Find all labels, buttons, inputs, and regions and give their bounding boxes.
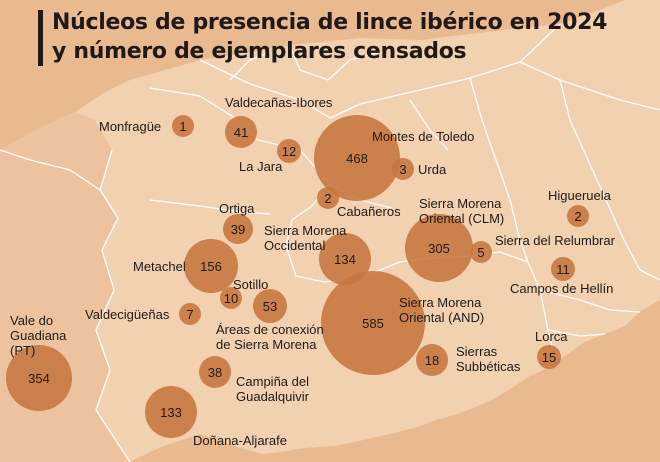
label-valdeciguenas: Valdecigüeñas: [85, 307, 170, 322]
circle-subbeticas: [416, 344, 448, 376]
count-cabaneros: 2: [324, 191, 331, 206]
title-line-1: Núcleos de presencia de lince ibérico en…: [52, 10, 608, 35]
circle-metachel: [184, 239, 238, 293]
circle-valdecanas: [225, 116, 257, 148]
label-campina-2: Guadalquivir: [236, 389, 310, 404]
label-subbeticas-2: Subbéticas: [456, 359, 521, 374]
count-sm-oriental-clm: 305: [428, 241, 450, 256]
count-la-jara: 12: [282, 144, 296, 159]
label-montes-toledo: Montes de Toledo: [372, 129, 474, 144]
label-ortiga: Ortiga: [219, 201, 255, 216]
count-sm-oriental-and: 585: [362, 316, 384, 331]
label-valdecanas: Valdecañas-Ibores: [225, 95, 333, 110]
circle-urda: [392, 158, 414, 180]
nuclei-labels: Monfragüe Valdecañas-Ibores La Jara Mont…: [10, 95, 616, 448]
label-vale-guadiana-2: Guadiana: [10, 328, 67, 343]
count-sm-occidental: 134: [334, 252, 356, 267]
circle-sm-oriental-and: [321, 271, 425, 375]
count-campos-hellin: 11: [556, 262, 570, 277]
label-la-jara: La Jara: [239, 159, 283, 174]
count-subbeticas: 18: [425, 353, 439, 368]
mediterranean-sea: [250, 300, 660, 462]
title-accent-bar: [38, 10, 43, 66]
count-monfrague: 1: [179, 119, 186, 134]
label-vale-guadiana-1: Vale do: [10, 313, 53, 328]
count-ortiga: 39: [231, 222, 245, 237]
count-areas-conexion: 53: [263, 299, 277, 314]
label-subbeticas-1: Sierras: [456, 344, 498, 359]
label-sm-oriental-clm-1: Sierra Morena: [419, 196, 502, 211]
label-sm-occidental-1: Sierra Morena: [264, 223, 347, 238]
nuclei-counts: 1 41 12 468 3 2 39 134 305 5 2 11 156 10…: [28, 119, 581, 420]
count-urda: 3: [399, 162, 406, 177]
title-line-2: y número de ejemplares censados: [52, 39, 467, 64]
circle-monfrague: [172, 115, 194, 137]
count-metachel: 156: [200, 259, 222, 274]
count-higueruela: 2: [574, 209, 581, 224]
label-campos-hellin: Campos de Hellín: [510, 281, 613, 296]
circle-montes-toledo: [314, 115, 400, 201]
circle-valdeciguenas: [179, 303, 201, 325]
circle-sotillo: [220, 287, 242, 309]
label-lorca: Lorca: [535, 329, 568, 344]
label-areas-conexion-1: Áreas de conexión: [216, 322, 324, 337]
count-sotillo: 10: [224, 291, 238, 306]
label-cabaneros: Cabañeros: [337, 204, 401, 219]
label-campina-1: Campiña del: [236, 374, 309, 389]
count-relumbrar: 5: [477, 245, 484, 260]
circle-ortiga: [223, 214, 253, 244]
count-montes-toledo: 468: [346, 151, 368, 166]
circle-lorca: [537, 345, 561, 369]
label-sm-oriental-and-2: Oriental (AND): [399, 310, 484, 325]
circle-higueruela: [567, 205, 589, 227]
circle-areas-conexion: [253, 289, 287, 323]
label-monfrague: Monfragüe: [99, 119, 161, 134]
circle-cabaneros: [317, 187, 339, 209]
label-urda: Urda: [418, 162, 447, 177]
count-donana: 133: [160, 405, 182, 420]
count-valdeciguenas: 7: [186, 307, 193, 322]
nuclei-circles: [6, 115, 589, 438]
circle-campos-hellin: [551, 257, 575, 281]
circle-sm-occidental: [319, 233, 371, 285]
label-sotillo: Sotillo: [233, 277, 268, 292]
label-higueruela: Higueruela: [548, 188, 612, 203]
label-sm-oriental-and-1: Sierra Morena: [399, 295, 482, 310]
label-areas-conexion-2: de Sierra Morena: [216, 337, 317, 352]
count-campina: 38: [208, 365, 222, 380]
label-vale-guadiana-3: (PT): [10, 343, 35, 358]
circle-vale-guadiana: [6, 345, 72, 411]
circle-relumbrar: [470, 241, 492, 263]
label-relumbrar: Sierra del Relumbrar: [495, 233, 616, 248]
circle-campina: [199, 356, 231, 388]
map-title: Núcleos de presencia de lince ibérico en…: [52, 8, 607, 66]
label-sm-oriental-clm-2: Oriental (CLM): [419, 211, 504, 226]
count-valdecanas: 41: [234, 125, 248, 140]
label-donana: Doñana-Aljarafe: [193, 433, 287, 448]
region-borders: [0, 23, 660, 462]
circle-donana: [145, 386, 197, 438]
label-sm-occidental-2: Occidental: [264, 238, 326, 253]
circle-sm-oriental-clm: [405, 214, 473, 282]
circle-la-jara: [277, 139, 301, 163]
count-lorca: 15: [542, 350, 556, 365]
count-vale-guadiana: 354: [28, 371, 50, 386]
label-metachel: Metachel: [133, 259, 186, 274]
